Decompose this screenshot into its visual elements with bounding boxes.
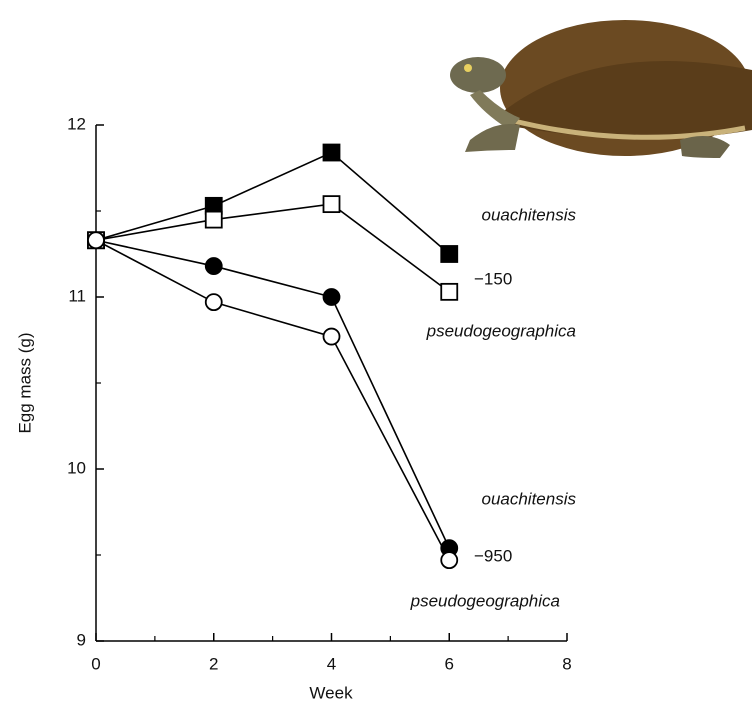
y-tick-label: 12 (67, 114, 86, 133)
marker (204, 210, 223, 229)
x-axis-title: Week (309, 683, 353, 702)
series-label: pseudogeographica (426, 321, 576, 340)
marker (322, 143, 341, 162)
series-label: ouachitensis (481, 489, 576, 508)
marker (322, 327, 341, 346)
marker (440, 282, 459, 301)
annotation: −150 (474, 269, 512, 288)
series-line (95, 151, 450, 255)
x-tick-label: 4 (327, 654, 336, 673)
marker (440, 245, 459, 263)
series-label: ouachitensis (481, 205, 576, 224)
marker (204, 293, 223, 312)
marker (322, 288, 341, 306)
y-tick-label: 10 (67, 458, 86, 477)
series-label: pseudogeographica (410, 591, 560, 610)
marker (322, 195, 341, 214)
marker (440, 551, 459, 570)
series-line (95, 239, 450, 549)
x-tick-label: 8 (562, 654, 571, 673)
turtle-photo (450, 20, 752, 158)
marker (204, 257, 223, 275)
x-tick-label: 2 (209, 654, 218, 673)
x-tick-label: 6 (445, 654, 454, 673)
y-axis-title: Egg mass (g) (15, 332, 34, 433)
y-tick-label: 11 (68, 286, 86, 305)
x-tick-label: 0 (91, 654, 100, 673)
series-line (95, 239, 450, 561)
marker (87, 231, 105, 250)
series-line (95, 203, 450, 293)
y-tick-label: 9 (77, 630, 86, 649)
annotation: −950 (474, 546, 512, 565)
